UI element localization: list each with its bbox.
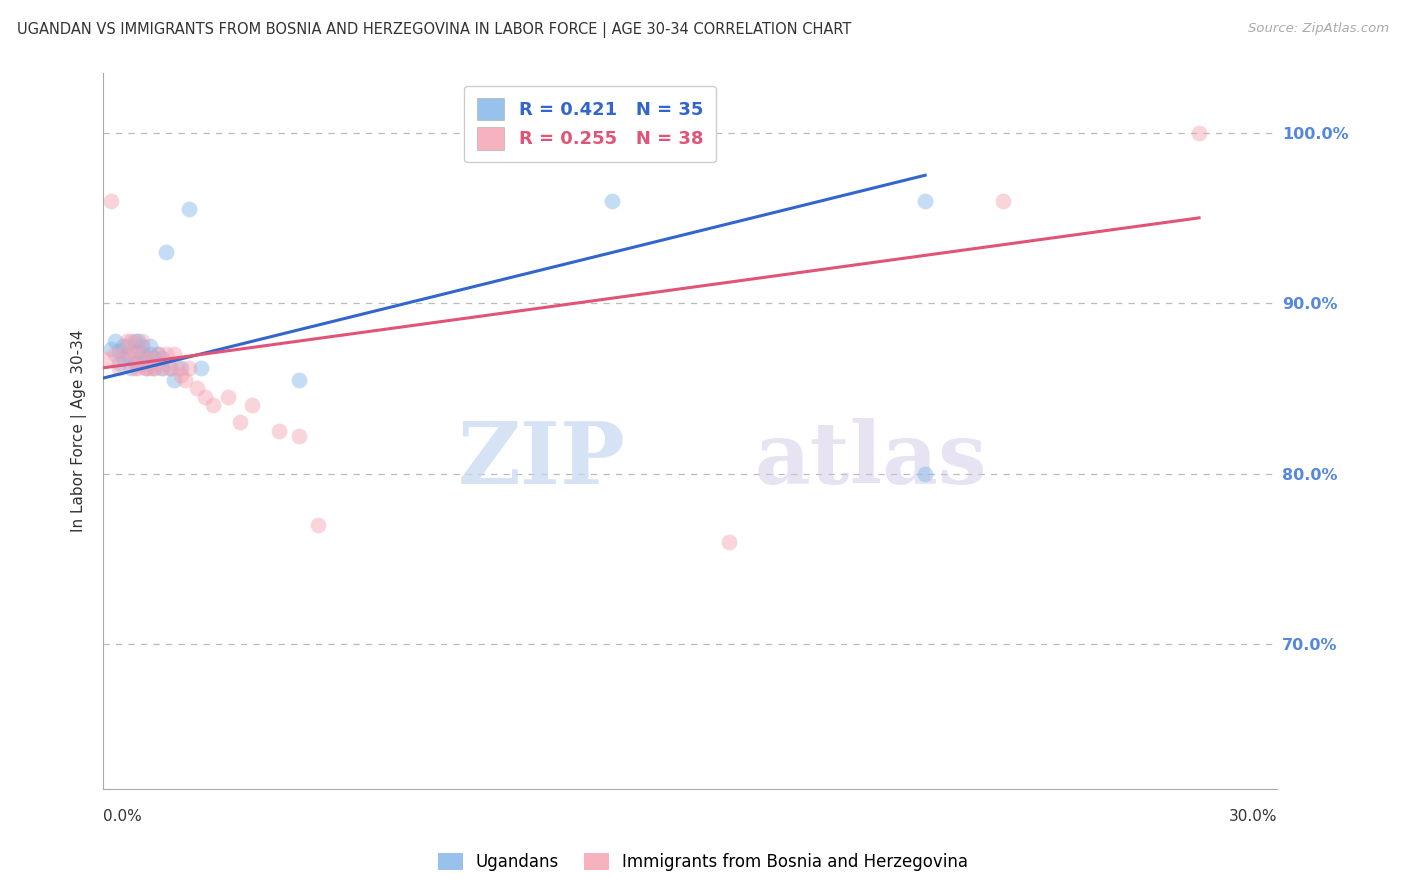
Text: Source: ZipAtlas.com: Source: ZipAtlas.com xyxy=(1249,22,1389,36)
Point xyxy=(179,360,201,375)
Point xyxy=(120,360,142,375)
Point xyxy=(108,343,131,358)
Point xyxy=(124,356,146,370)
Point xyxy=(146,347,169,361)
Point xyxy=(127,343,149,358)
Point xyxy=(159,360,181,375)
Point xyxy=(179,202,201,217)
Point xyxy=(127,356,149,370)
Text: atlas: atlas xyxy=(755,417,987,501)
Point xyxy=(143,360,166,375)
Point xyxy=(135,360,157,375)
Point xyxy=(163,373,186,387)
Point xyxy=(131,347,153,361)
Point xyxy=(155,244,177,259)
Point xyxy=(135,360,157,375)
Point xyxy=(104,347,127,361)
Point xyxy=(186,381,208,395)
Legend: Ugandans, Immigrants from Bosnia and Herzegovina: Ugandans, Immigrants from Bosnia and Her… xyxy=(429,845,977,880)
Point xyxy=(124,360,146,375)
Point xyxy=(288,373,311,387)
Point xyxy=(155,347,177,361)
Point xyxy=(150,360,173,375)
Point xyxy=(914,194,936,208)
Point xyxy=(100,342,122,356)
Point xyxy=(600,194,623,208)
Point xyxy=(143,351,166,365)
Point xyxy=(127,334,149,348)
Point xyxy=(194,390,217,404)
Point xyxy=(190,360,212,375)
Point xyxy=(139,347,162,361)
Point xyxy=(139,360,162,375)
Point xyxy=(135,351,157,365)
Point xyxy=(163,347,186,361)
Point xyxy=(166,360,188,375)
Y-axis label: In Labor Force | Age 30-34: In Labor Force | Age 30-34 xyxy=(72,330,87,533)
Point xyxy=(217,390,239,404)
Point xyxy=(131,347,153,361)
Point xyxy=(146,347,169,361)
Point xyxy=(100,194,122,208)
Point xyxy=(170,368,193,382)
Point xyxy=(115,334,138,348)
Point xyxy=(139,339,162,353)
Point xyxy=(288,429,311,443)
Text: 0.0%: 0.0% xyxy=(103,809,142,824)
Point xyxy=(1188,126,1211,140)
Point xyxy=(111,347,134,361)
Legend: R = 0.421   N = 35, R = 0.255   N = 38: R = 0.421 N = 35, R = 0.255 N = 38 xyxy=(464,86,716,162)
Point xyxy=(115,347,138,361)
Text: ZIP: ZIP xyxy=(458,417,626,501)
Point xyxy=(127,360,149,375)
Point xyxy=(240,398,263,412)
Point xyxy=(718,534,741,549)
Point xyxy=(139,351,162,365)
Point xyxy=(170,360,193,375)
Point xyxy=(150,351,173,365)
Point xyxy=(124,347,146,361)
Point xyxy=(124,334,146,348)
Point xyxy=(143,360,166,375)
Point xyxy=(201,398,224,412)
Point xyxy=(111,351,134,365)
Text: 30.0%: 30.0% xyxy=(1229,809,1277,824)
Point xyxy=(993,194,1015,208)
Point xyxy=(111,339,134,353)
Point xyxy=(131,339,153,353)
Point xyxy=(269,424,291,438)
Point xyxy=(308,517,330,532)
Point xyxy=(120,347,142,361)
Point xyxy=(174,373,197,387)
Point xyxy=(131,334,153,348)
Point xyxy=(159,360,181,375)
Point xyxy=(96,352,118,367)
Point xyxy=(108,356,131,370)
Text: UGANDAN VS IMMIGRANTS FROM BOSNIA AND HERZEGOVINA IN LABOR FORCE | AGE 30-34 COR: UGANDAN VS IMMIGRANTS FROM BOSNIA AND HE… xyxy=(17,22,851,38)
Point xyxy=(104,334,127,348)
Point xyxy=(229,416,252,430)
Point xyxy=(115,339,138,353)
Point xyxy=(150,360,173,375)
Point xyxy=(108,360,131,375)
Point xyxy=(120,334,142,348)
Point xyxy=(914,467,936,481)
